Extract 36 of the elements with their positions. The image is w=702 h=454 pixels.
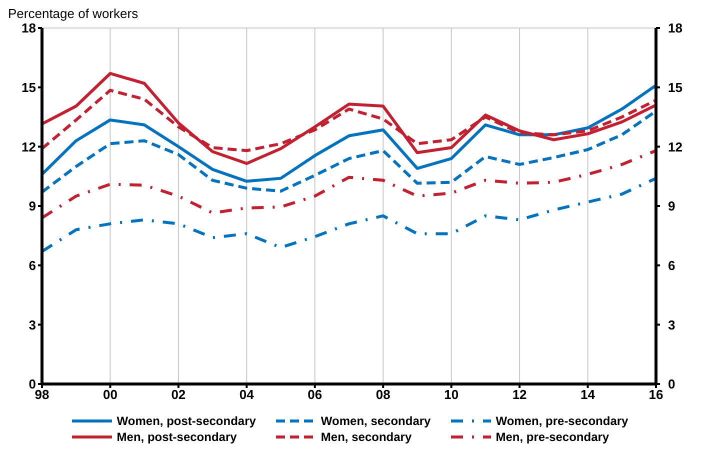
line-series [42,176,656,253]
y-tick-label: 15 [22,80,36,95]
legend-label: Men, secondary [320,430,412,444]
y2-tick-label: 15 [668,80,682,95]
x-tick-label: 14 [580,387,596,402]
line-series [42,72,656,165]
line-series [42,149,656,220]
y2-tick-label: 18 [668,20,682,36]
y2-tick-label: 12 [668,139,682,154]
y-tick-label: 3 [28,317,36,332]
y-axis-title: Percentage of workers [8,6,138,21]
y-tick-label: 9 [28,198,36,214]
x-tick-label: 06 [308,387,322,402]
y2-tick-label: 0 [668,376,676,392]
y-tick-label: 12 [22,139,36,154]
x-tick-label: 12 [512,387,527,402]
y-tick-label: 18 [22,20,36,36]
x-tick-label: 04 [239,387,255,402]
x-tick-label: 10 [444,387,459,402]
legend-label: Women, pre-secondary [496,414,628,428]
legend-label: Women, secondary [320,414,431,428]
legend-label: Men, post-secondary [116,430,237,444]
x-tick-label: 98 [34,387,50,402]
legend-label: Men, pre-secondary [496,430,610,444]
legend-label: Women, post-secondary [116,414,256,428]
y2-tick-label: 3 [668,317,676,332]
line-series [42,110,656,194]
y-tick-label: 0 [28,376,36,392]
x-tick-label: 02 [171,387,186,402]
x-tick-label: 00 [102,387,118,402]
x-tick-label: 08 [376,387,390,402]
y-tick-label: 6 [28,258,36,273]
y2-tick-label: 9 [668,198,676,214]
line-series [42,84,656,183]
x-tick-label: 16 [648,387,664,402]
y2-tick-label: 6 [668,258,676,273]
